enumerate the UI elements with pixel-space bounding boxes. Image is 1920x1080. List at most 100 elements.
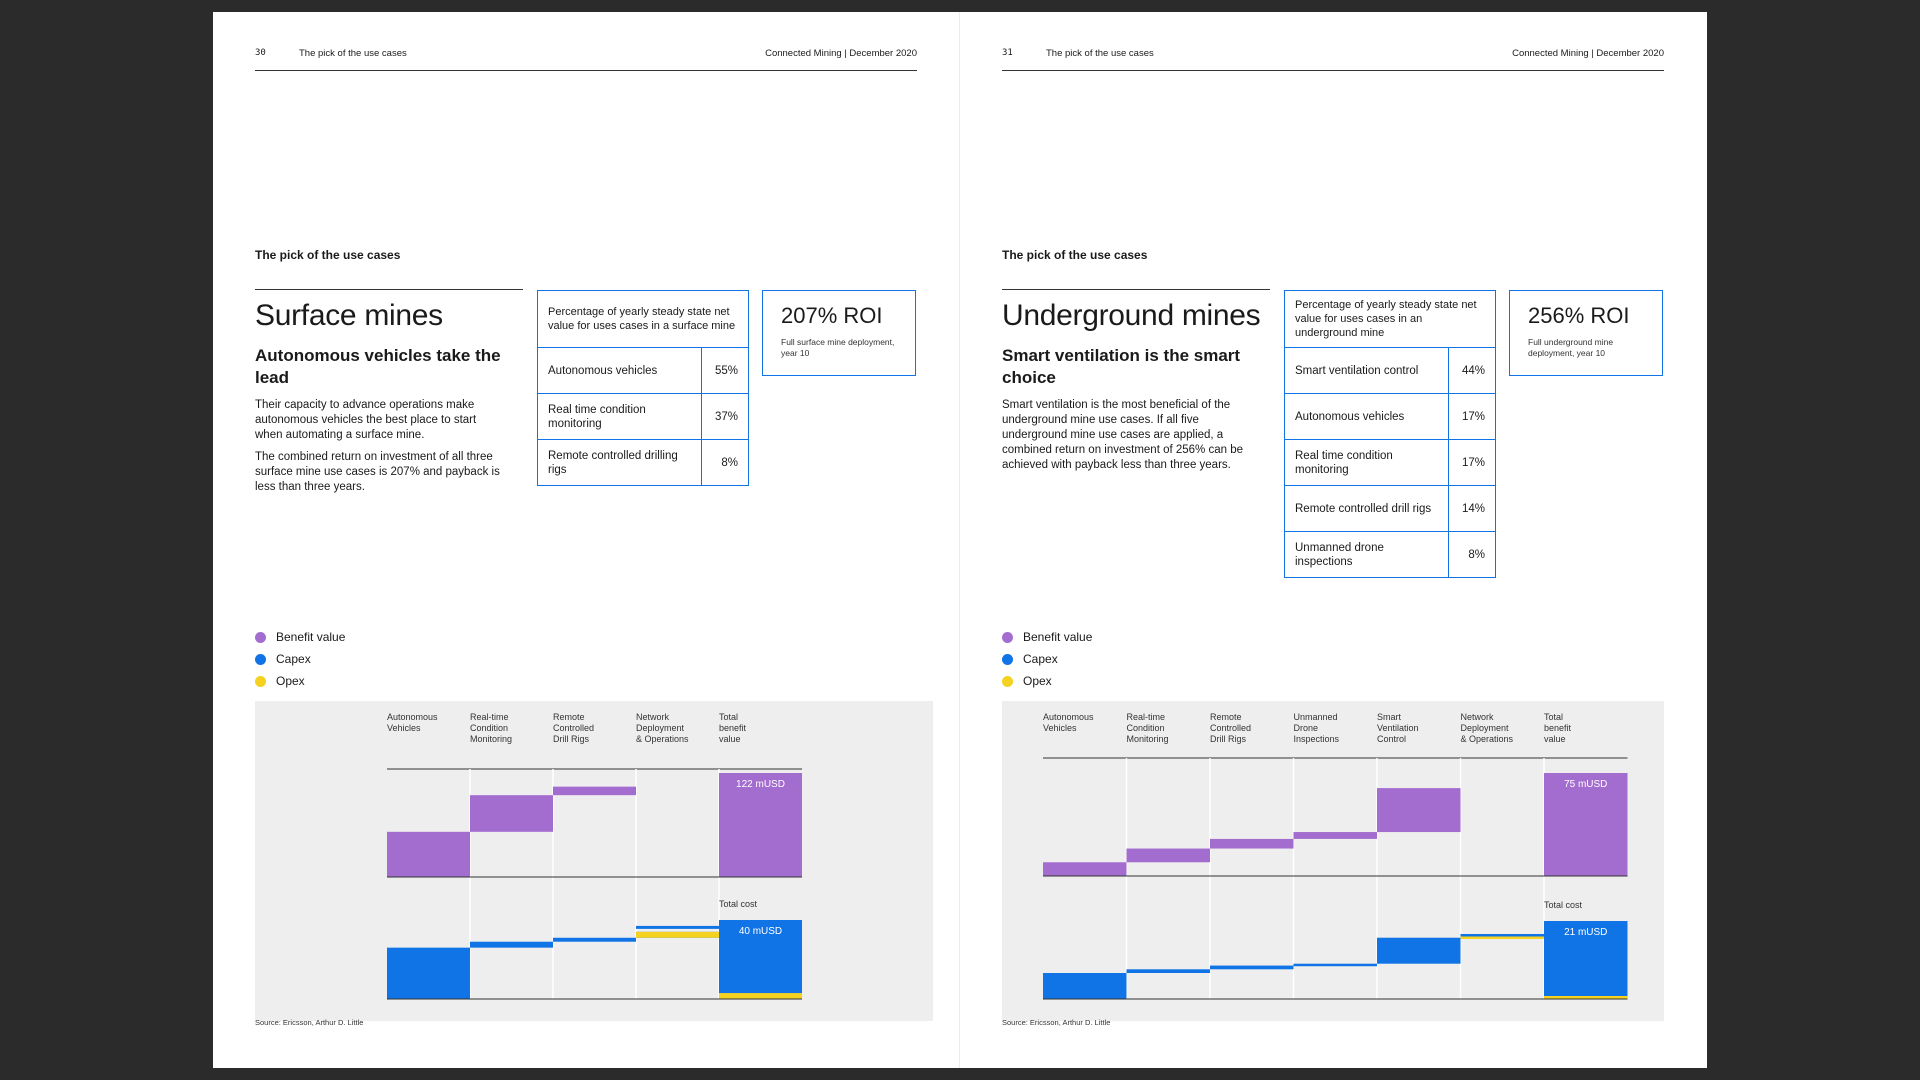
- use-case-share: 37%: [701, 393, 749, 440]
- title-rule: [1002, 289, 1270, 290]
- table-header: Percentage of yearly steady state net va…: [1284, 290, 1496, 348]
- benefit-dot-icon: [1002, 631, 1013, 643]
- roi-value: 256% ROI: [1528, 303, 1630, 328]
- benefit-bar: [387, 831, 470, 877]
- page-gutter: [959, 12, 960, 1068]
- use-case-share: 14%: [1448, 485, 1496, 532]
- legend-label: Capex: [1023, 652, 1058, 666]
- use-case-name: Autonomous vehicles: [537, 347, 702, 394]
- page-right: 31 The pick of the use cases Connected M…: [960, 12, 1707, 1068]
- use-case-share: 8%: [701, 439, 749, 486]
- subtitle: Smart ventilation is the smart choice: [1002, 346, 1241, 387]
- benefit-total-bar: [1544, 773, 1628, 876]
- use-case-table: Percentage of yearly steady state net va…: [1284, 290, 1496, 578]
- category-label: Autonomous Vehicles: [1043, 712, 1094, 733]
- category-label: Remote Controlled Drill Rigs: [1210, 712, 1251, 744]
- capex-bar: [1210, 965, 1294, 970]
- category-label: Smart Ventilation Control: [1377, 712, 1419, 744]
- use-case-name: Smart ventilation control: [1284, 347, 1449, 394]
- opex-dot-icon: [1002, 675, 1013, 687]
- source-note: Source: Ericsson, Arthur D. Little: [1002, 1018, 1111, 1027]
- body-text: Smart ventilation is the most beneficial…: [1002, 398, 1252, 480]
- use-case-name: Real time condition monitoring: [1284, 439, 1449, 486]
- page-title: Underground mines: [1002, 299, 1261, 332]
- roi-box: 207% ROI Full surface mine deployment, y…: [762, 290, 916, 376]
- page-number: 30: [255, 48, 266, 58]
- legend-item: Capex: [1002, 648, 1092, 670]
- category-label: Real-time Condition Monitoring: [1127, 712, 1169, 744]
- use-case-name: Remote controlled drill rigs: [1284, 485, 1449, 532]
- benefit-bar: [1043, 862, 1127, 876]
- capex-bar-top: [636, 925, 719, 929]
- benefit-bar: [553, 786, 636, 796]
- legend-label: Benefit value: [1023, 630, 1093, 644]
- legend-item: Opex: [255, 670, 345, 692]
- section-name: The pick of the use cases: [299, 48, 407, 59]
- benefit-dot-icon: [255, 631, 266, 643]
- opex-dot-icon: [255, 675, 266, 687]
- roi-box: 256% ROI Full underground mine deploymen…: [1509, 290, 1663, 376]
- title-rule: [255, 289, 523, 290]
- table-row: Unmanned drone inspections 8%: [1284, 531, 1496, 578]
- table-row: Real time condition monitoring 37%: [537, 393, 749, 440]
- category-label: Network Deployment & Operations: [636, 712, 689, 744]
- benefit-bar: [1293, 832, 1377, 839]
- cost-total-label: 21 mUSD: [1564, 927, 1607, 938]
- roi-caption: Full underground mine deployment, year 1…: [1528, 337, 1614, 358]
- kicker: The pick of the use cases: [1002, 248, 1148, 262]
- page-left: 30 The pick of the use cases Connected M…: [213, 12, 960, 1068]
- use-case-name: Remote controlled drilling rigs: [537, 439, 702, 486]
- table-row: Autonomous vehicles 55%: [537, 347, 749, 394]
- cost-total-opex: [719, 993, 802, 999]
- chart-legend: Benefit value Capex Opex: [1002, 626, 1092, 692]
- legend-item: Benefit value: [255, 626, 345, 648]
- legend-item: Capex: [255, 648, 345, 670]
- cost-total-opex: [1544, 996, 1628, 999]
- category-label: Real-time Condition Monitoring: [470, 712, 512, 744]
- use-case-name: Autonomous vehicles: [1284, 393, 1449, 440]
- legend-item: Opex: [1002, 670, 1092, 692]
- waterfall-chart: Autonomous Vehicles Real-time Condition Moni…: [255, 701, 933, 1021]
- use-case-share: 44%: [1448, 347, 1496, 394]
- body-text: Their capacity to advance operations mak…: [255, 398, 505, 502]
- benefit-bar: [1126, 848, 1210, 863]
- table-row: Remote controlled drilling rigs 8%: [537, 439, 749, 486]
- paragraph: Smart ventilation is the most beneficial…: [1002, 399, 1244, 471]
- chart-legend: Benefit value Capex Opex: [255, 626, 345, 692]
- capex-bar: [1293, 963, 1377, 967]
- capex-bar: [470, 941, 553, 948]
- kicker: The pick of the use cases: [255, 248, 401, 262]
- capex-dot-icon: [255, 653, 266, 665]
- table-row: Real time condition monitoring 17%: [1284, 439, 1496, 486]
- publication-name: Connected Mining | December 2020: [765, 48, 917, 59]
- source-note: Source: Ericsson, Arthur D. Little: [255, 1018, 364, 1027]
- benefit-bar: [470, 795, 553, 832]
- opex-bar: [636, 931, 719, 938]
- capex-bar: [1460, 934, 1544, 938]
- running-header: 31 The pick of the use cases Connected M…: [1002, 44, 1664, 71]
- capex-bar: [1043, 973, 1127, 999]
- cost-caption: Total cost: [719, 899, 758, 909]
- capex-bar: [1126, 969, 1210, 973]
- table-row: Remote controlled drill rigs 14%: [1284, 485, 1496, 532]
- capex-dot-icon: [1002, 653, 1013, 665]
- page-title: Surface mines: [255, 299, 443, 332]
- document-spread: 30 The pick of the use cases Connected M…: [213, 12, 1707, 1068]
- paragraph: The combined return on investment of all…: [255, 451, 500, 493]
- benefit-total-bar: [719, 773, 802, 877]
- cost-total-label: 40 mUSD: [739, 926, 782, 937]
- category-label: Autonomous Vehicles: [387, 712, 438, 733]
- use-case-share: 17%: [1448, 439, 1496, 486]
- category-label: Unmanned Drone Inspections: [1294, 712, 1340, 744]
- publication-name: Connected Mining | December 2020: [1512, 48, 1664, 59]
- table-row: Smart ventilation control 44%: [1284, 347, 1496, 394]
- section-name: The pick of the use cases: [1046, 48, 1154, 59]
- paragraph: Their capacity to advance operations mak…: [255, 399, 477, 441]
- subtitle: Autonomous vehicles take the lead: [255, 346, 501, 387]
- benefit-total-label: 122 mUSD: [736, 779, 785, 790]
- use-case-share: 8%: [1448, 531, 1496, 578]
- use-case-name: Unmanned drone inspections: [1284, 531, 1449, 578]
- legend-label: Capex: [276, 652, 311, 666]
- capex-bar: [1377, 937, 1461, 964]
- capex-bar: [553, 937, 636, 942]
